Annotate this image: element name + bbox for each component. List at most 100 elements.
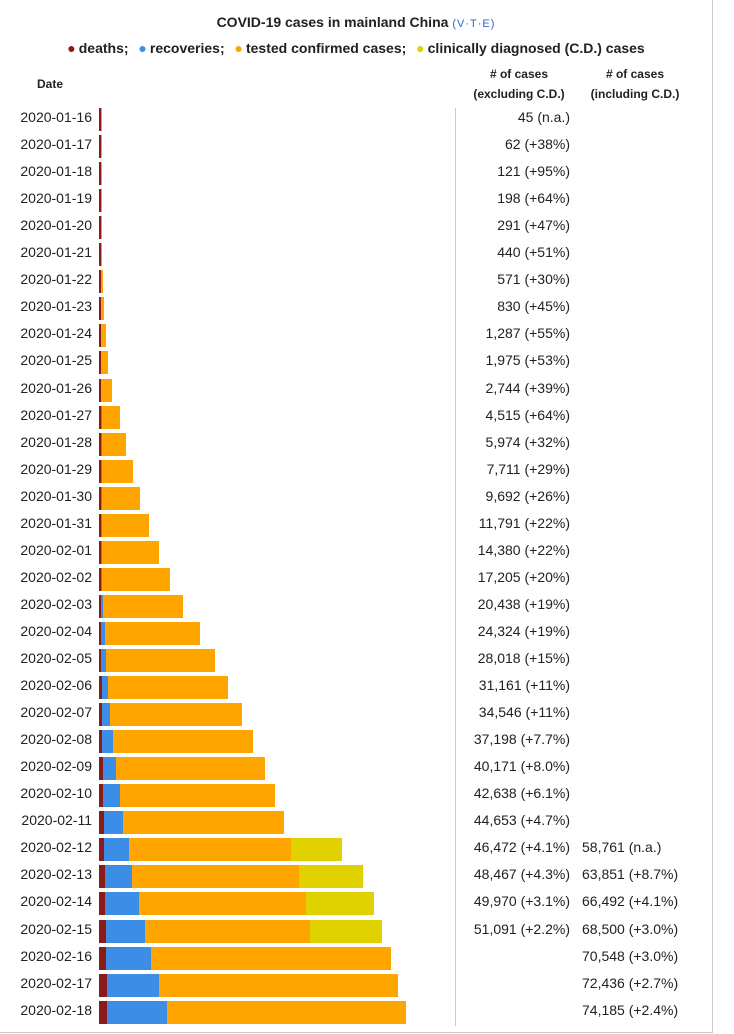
date-tick-label: 2020-02-18 [20,1001,92,1018]
chart-title: COVID-19 cases in mainland China (V·T·E) [0,14,712,30]
cases-excluding-cd-label: 28,018 (+15%) [477,650,570,666]
confirmed-bar [100,135,102,159]
clinically-diagnosed-bar [310,919,383,943]
confirmed-bar [144,919,311,943]
confirmed-bar [100,324,106,348]
recoveries-bar [104,838,129,862]
chart-row: 2020-01-16 45 (n.a.) [0,105,712,132]
deaths-bar [99,189,101,213]
recoveries-bar [100,405,102,429]
confirmed-legend-dot-icon: ● [234,40,243,56]
cases-excluding-cd-label: 45 (n.a.) [517,109,570,125]
date-tick-label: 2020-01-18 [20,163,92,180]
deaths-bar [99,946,107,970]
chart-row: 2020-02-14 49,970 (+3.1%) 66,492 (+4.1%) [0,889,712,916]
date-tick-label: 2020-02-11 [21,812,92,829]
cases-including-cd-label: 68,500 (+3.0%) [582,920,679,937]
edit-link[interactable]: E [482,18,491,30]
recoveries-bar [103,784,120,808]
deaths-bar [99,784,104,808]
cases-excluding-cd-label: 49,970 (+3.1%) [473,893,570,910]
recoveries-bar [104,865,133,889]
confirmed-bar [100,378,112,402]
confirmed-bar [100,108,102,131]
chart-row: 2020-02-02 17,205 (+20%) [0,565,712,592]
date-tick-label: 2020-01-16 [20,109,92,125]
including-cd-header-line1: # of cases [605,67,665,81]
chart-row: 2020-02-01 14,380 (+22%) [0,538,712,565]
recoveries-bar [100,486,102,510]
recoveries-bar [101,621,105,645]
recoveries-bar [102,730,114,754]
cases-excluding-cd-label: 24,324 (+19%) [477,622,570,639]
cases-excluding-cd-label: 48,467 (+4.3%) [473,866,570,883]
cases-excluding-cd-label: 14,380 (+22%) [477,541,570,558]
chart-row: 2020-02-11 44,653 (+4.7%) [0,808,712,835]
confirmed-bar [132,865,300,889]
recoveries-bar [100,540,102,564]
deaths-bar [99,973,107,997]
confirmed-bar [102,405,120,429]
recoveries-bar [100,432,102,456]
deaths-bar [99,811,104,835]
including-cd-header: # of cases (including C.D.) [580,64,690,104]
legend-recoveries: recoveries [149,40,220,56]
confirmed-bar [106,649,215,672]
deaths-bar [99,567,101,591]
deaths-bar [99,513,101,537]
recoveries-bar [105,892,139,916]
confirmed-bar [100,270,103,294]
confirmed-bar [102,540,159,564]
clinically-diagnosed-bar [299,865,363,889]
talk-link[interactable]: T [470,18,478,30]
chart-row: 2020-01-26 2,744 (+39%) [0,376,712,403]
cases-including-cd-label: 63,851 (+8.7%) [582,866,679,883]
cases-including-cd-label: 70,548 (+3.0%) [582,947,679,964]
cases-excluding-cd-label: 7,711 (+29%) [486,460,570,477]
date-column-header: Date [36,77,63,91]
cases-excluding-cd-label: 198 (+64%) [497,190,570,207]
date-tick-label: 2020-02-05 [20,650,92,666]
date-tick-label: 2020-01-29 [20,460,92,477]
cases-excluding-cd-label [458,971,570,998]
excluding-cd-header: # of cases (excluding C.D.) [458,64,580,104]
chart-row: 2020-02-07 34,546 (+11%) [0,700,712,727]
chart-row: 2020-01-20 291 (+47%) [0,213,712,240]
date-tick-label: 2020-02-04 [20,622,92,639]
recoveries-bar [106,973,159,997]
confirmed-bar [123,811,284,835]
chart-row: 2020-02-06 31,161 (+11%) [0,673,712,700]
deaths-bar [99,351,101,375]
cases-including-cd-label: 66,492 (+4.1%) [582,893,679,910]
cases-excluding-cd-label: 5,974 (+32%) [485,433,570,450]
deaths-bar [99,324,101,348]
cases-excluding-cd-label: 571 (+30%) [497,271,570,288]
date-tick-label: 2020-02-12 [20,839,92,856]
deaths-bar [99,432,101,456]
confirmed-bar [102,513,149,537]
date-tick-label: 2020-01-17 [20,136,92,153]
date-tick-label: 2020-02-13 [20,866,92,883]
cd-legend-dot-icon: ● [416,40,425,56]
cases-including-cd-label: 72,436 (+2.7%) [582,974,679,991]
cases-excluding-cd-label: 1,975 (+53%) [485,352,570,369]
chart-row: 2020-01-25 1,975 (+53%) [0,348,712,375]
cases-excluding-cd-label: 51,091 (+2.2%) [473,920,570,937]
excluding-cd-header-line2: (excluding C.D.) [473,87,565,101]
chart-row: 2020-01-27 4,515 (+64%) [0,403,712,430]
confirmed-bar [102,486,141,510]
column-divider [455,108,456,1026]
recoveries-bar [100,459,102,483]
view-link[interactable]: V [456,18,466,30]
confirmed-bar [138,892,306,916]
cases-excluding-cd-label: 34,546 (+11%) [478,704,570,721]
recoveries-bar [101,649,107,672]
recoveries-bar [105,919,145,943]
chart-row: 2020-02-05 28,018 (+15%) [0,646,712,673]
chart-row: 2020-02-10 42,638 (+6.1%) [0,781,712,808]
date-tick-label: 2020-02-16 [20,947,92,964]
confirmed-bar [151,946,391,970]
cases-excluding-cd-label: 11,791 (+22%) [478,514,570,531]
date-tick-label: 2020-01-27 [20,406,92,423]
cases-excluding-cd-label: 9,692 (+26%) [485,487,570,504]
